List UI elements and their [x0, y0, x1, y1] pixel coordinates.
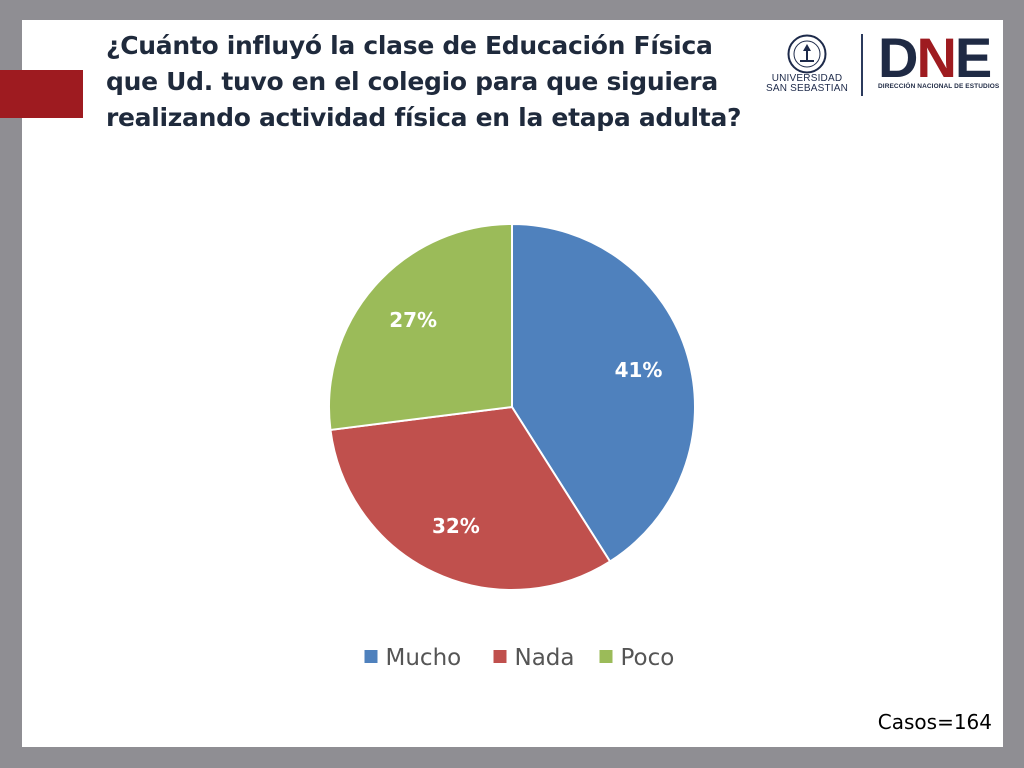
data-label-poco: 27%: [389, 308, 437, 332]
cases-note: Casos=164: [877, 710, 992, 734]
university-logo: UNIVERSIDAD SAN SEBASTIAN: [762, 34, 852, 96]
university-name-line1: UNIVERSIDAD: [771, 73, 843, 84]
dne-logo: DNE DIRECCIÓN NACIONAL DE ESTUDIOS: [878, 30, 1000, 94]
dne-letter-d: D: [878, 26, 918, 89]
dne-subtitle: DIRECCIÓN NACIONAL DE ESTUDIOS: [878, 83, 1000, 90]
slide-title: ¿Cuánto influyó la clase de Educación Fí…: [106, 31, 742, 132]
pie-slice-poco: [328, 222, 513, 432]
data-label-nada: 32%: [432, 514, 480, 538]
legend-label-poco: Poco: [621, 645, 675, 671]
pie-slice-nada: [329, 405, 612, 591]
pie-slice-mucho: [511, 222, 696, 563]
legend-swatch-mucho: [364, 650, 378, 663]
logo-divider: [861, 34, 863, 96]
accent-bar: [0, 70, 83, 118]
chart-legend: Mucho Nada Poco: [364, 645, 675, 671]
data-label-mucho: 41%: [615, 358, 663, 382]
university-name-line2: SAN SEBASTIAN: [765, 83, 849, 94]
university-seal-icon: [787, 34, 827, 74]
dne-letter-n: N: [916, 26, 956, 89]
dne-wordmark: DNE: [878, 30, 992, 86]
legend-label-nada: Nada: [515, 645, 575, 671]
pie-slice-labels: 41% 32% 27%: [389, 308, 662, 538]
dne-letter-e: E: [954, 26, 992, 89]
legend-label-mucho: Mucho: [386, 645, 462, 671]
pie-slices: [328, 222, 696, 591]
legend-swatch-nada: [493, 650, 507, 663]
legend-swatch-poco: [599, 650, 613, 663]
